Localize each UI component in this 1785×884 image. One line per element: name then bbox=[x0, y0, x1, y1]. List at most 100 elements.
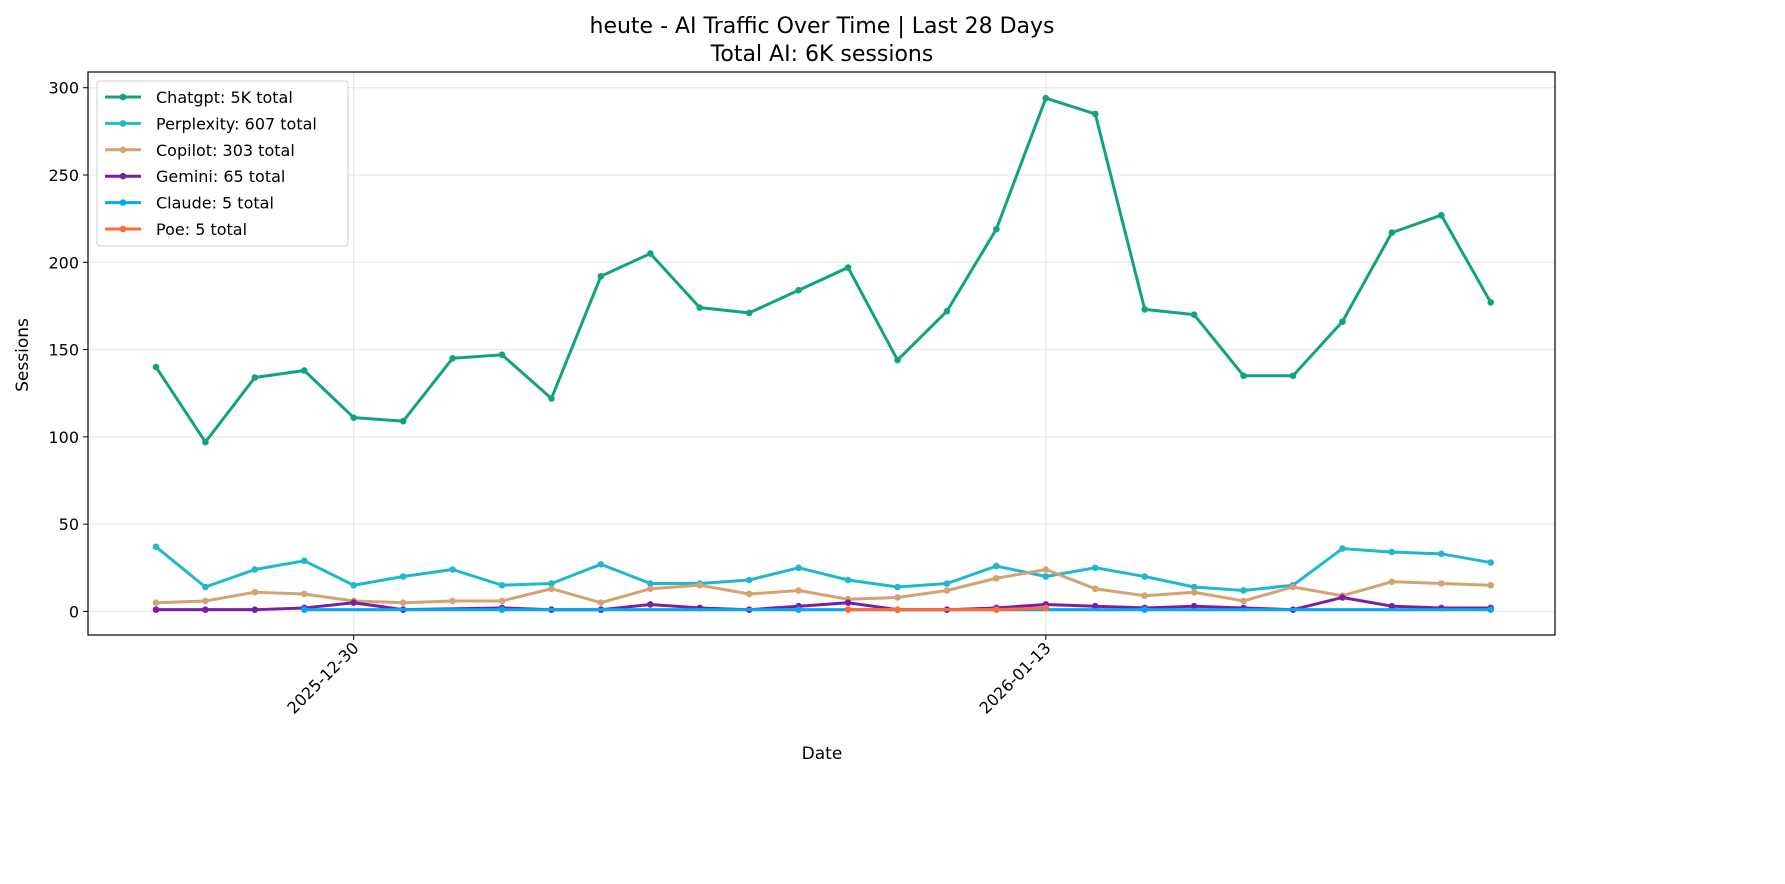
legend-marker bbox=[119, 225, 127, 233]
data-point bbox=[1042, 566, 1050, 573]
legend-entry: Perplexity: 607 total bbox=[156, 114, 317, 133]
data-point bbox=[696, 304, 704, 311]
data-point bbox=[696, 581, 704, 589]
data-point bbox=[152, 363, 160, 371]
data-point bbox=[1091, 585, 1099, 593]
y-tick-label: 200 bbox=[48, 253, 79, 272]
y-tick-label: 100 bbox=[48, 428, 79, 447]
y-tick-label: 0 bbox=[69, 602, 79, 621]
data-point bbox=[300, 606, 308, 613]
data-point bbox=[1190, 588, 1198, 596]
data-point bbox=[1487, 581, 1495, 589]
data-point bbox=[647, 601, 654, 608]
series-claude bbox=[300, 606, 1495, 613]
data-point bbox=[894, 594, 901, 601]
data-point bbox=[202, 583, 209, 591]
data-point bbox=[993, 574, 1000, 582]
x-tick-label: 2025-12-30 bbox=[283, 638, 362, 717]
data-point bbox=[498, 597, 506, 605]
data-point bbox=[449, 566, 456, 573]
data-point bbox=[1190, 311, 1198, 318]
data-point bbox=[1339, 594, 1346, 601]
data-point bbox=[251, 588, 259, 596]
data-point bbox=[844, 606, 852, 613]
series-line-perplexity bbox=[155, 545, 1491, 592]
data-point bbox=[943, 307, 951, 315]
data-point bbox=[1141, 606, 1148, 613]
data-point bbox=[350, 414, 358, 421]
data-point bbox=[745, 590, 753, 598]
y-tick-label: 250 bbox=[48, 166, 79, 185]
data-point bbox=[1141, 573, 1148, 580]
data-point bbox=[1487, 559, 1495, 566]
legend-entry: Claude: 5 total bbox=[156, 194, 274, 213]
series-lines bbox=[152, 94, 1495, 613]
data-point bbox=[993, 225, 1000, 233]
data-point bbox=[993, 562, 1000, 570]
data-point bbox=[251, 374, 259, 381]
data-point bbox=[1487, 299, 1495, 306]
data-point bbox=[251, 606, 259, 613]
data-point bbox=[1388, 578, 1396, 586]
data-point bbox=[1388, 229, 1396, 236]
data-point bbox=[498, 581, 506, 589]
series-poe bbox=[844, 604, 1050, 613]
data-point bbox=[745, 309, 753, 317]
data-point bbox=[152, 606, 160, 613]
data-point bbox=[1289, 372, 1297, 380]
data-point bbox=[548, 585, 555, 593]
data-point bbox=[1091, 110, 1099, 118]
x-axis-label: Date bbox=[802, 744, 843, 764]
data-point bbox=[1388, 602, 1396, 610]
data-point bbox=[399, 599, 407, 607]
data-point bbox=[449, 597, 456, 605]
data-point bbox=[399, 573, 407, 580]
legend-entry: Poe: 5 total bbox=[156, 220, 247, 239]
legend-marker bbox=[119, 172, 127, 180]
data-point bbox=[943, 587, 951, 594]
series-chatgpt bbox=[152, 94, 1495, 446]
data-point bbox=[399, 417, 407, 425]
data-point bbox=[548, 395, 555, 402]
legend-entry: Gemini: 65 total bbox=[156, 167, 285, 186]
x-axis: 2025-12-30 2026-01-13 bbox=[283, 635, 1055, 718]
chart-subtitle: Total AI: 6K sessions bbox=[710, 42, 934, 67]
data-point bbox=[498, 606, 506, 613]
legend-marker bbox=[119, 120, 127, 127]
data-point bbox=[894, 356, 901, 364]
data-point bbox=[1437, 580, 1445, 587]
data-point bbox=[894, 583, 901, 591]
data-point bbox=[1487, 606, 1495, 613]
data-point bbox=[647, 250, 654, 257]
data-point bbox=[993, 606, 1000, 613]
data-point bbox=[1190, 583, 1198, 591]
data-point bbox=[1240, 597, 1247, 605]
data-point bbox=[251, 566, 259, 573]
legend-marker bbox=[119, 93, 127, 101]
y-tick-label: 50 bbox=[59, 515, 79, 534]
data-point bbox=[795, 606, 802, 613]
plot-frame bbox=[87, 71, 1556, 636]
data-point bbox=[1289, 583, 1297, 591]
data-point bbox=[1190, 602, 1198, 610]
data-point bbox=[1388, 548, 1396, 556]
data-point bbox=[647, 580, 654, 587]
data-point bbox=[597, 560, 605, 568]
legend-marker bbox=[119, 199, 127, 206]
legend-marker bbox=[119, 146, 127, 154]
series-line-chatgpt bbox=[154, 96, 1493, 444]
data-point bbox=[350, 581, 358, 589]
data-point bbox=[1042, 604, 1050, 612]
data-point bbox=[1240, 587, 1247, 594]
data-point bbox=[548, 580, 555, 587]
data-point bbox=[844, 599, 852, 607]
y-tick-label: 300 bbox=[48, 79, 79, 98]
data-point bbox=[647, 585, 654, 593]
data-point bbox=[844, 264, 852, 271]
data-point bbox=[1437, 550, 1445, 558]
data-point bbox=[844, 576, 852, 584]
chart-title: heute - AI Traffic Over Time | Last 28 D… bbox=[590, 14, 1055, 39]
data-point bbox=[894, 606, 901, 613]
series-line-poe bbox=[848, 606, 1046, 612]
